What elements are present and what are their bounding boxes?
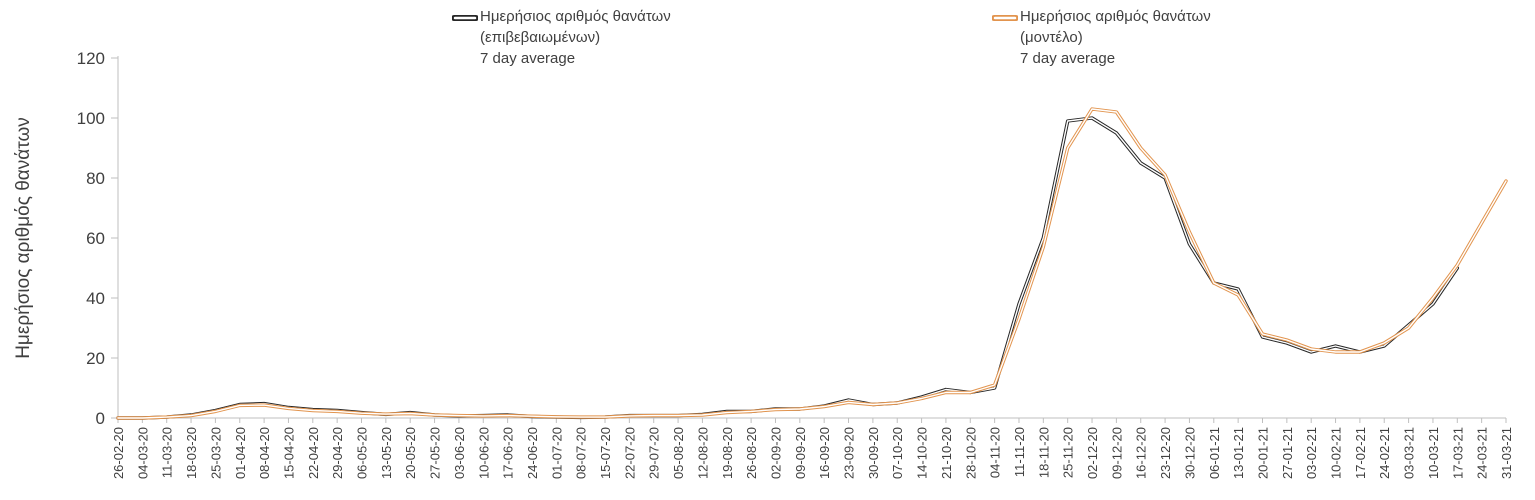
x-tick-label: 15-04-20: [281, 427, 296, 479]
x-tick-label: 09-09-20: [793, 427, 808, 479]
x-tick-label: 19-08-20: [720, 427, 735, 479]
x-tick-label: 25-11-20: [1061, 427, 1076, 478]
x-tick-label: 13-05-20: [379, 427, 394, 479]
legend-text-confirmed: Ημερήσιος αριθμός θανάτων (επιβεβαιωμένω…: [480, 6, 671, 69]
x-tick-label: 20-01-21: [1255, 427, 1270, 479]
y-tick-label: 0: [96, 409, 105, 428]
x-tick-label: 18-11-20: [1036, 427, 1051, 478]
y-axis-title: Ημερήσιος αριθμός θανάτων: [13, 117, 34, 359]
x-tick-label: 30-12-20: [1182, 427, 1197, 479]
x-tick-label: 23-12-20: [1158, 427, 1173, 479]
x-tick-label: 06-05-20: [355, 427, 370, 479]
x-tick-label: 17-06-20: [501, 427, 516, 479]
y-tick-label: 20: [86, 349, 105, 368]
y-tick-label: 120: [77, 49, 105, 68]
x-tick-label: 29-07-20: [647, 427, 662, 479]
legend-marker-model: [992, 15, 1018, 21]
x-tick-label: 10-06-20: [476, 427, 491, 479]
x-tick-label: 27-01-21: [1280, 427, 1295, 479]
x-tick-label: 07-10-20: [890, 427, 905, 479]
x-tick-label: 13-01-21: [1231, 427, 1246, 479]
legend-marker-confirmed: [452, 15, 478, 21]
x-tick-label: 14-10-20: [915, 427, 930, 479]
x-tick-label: 03-06-20: [452, 427, 467, 479]
x-tick-label: 16-09-20: [817, 427, 832, 479]
series-line-0-outline: [116, 116, 1459, 420]
x-tick-label: 31-03-21: [1499, 427, 1514, 479]
x-tick-label: 18-03-20: [184, 427, 199, 479]
x-tick-label: 04-03-20: [135, 427, 150, 479]
x-tick-label: 12-08-20: [695, 427, 710, 479]
x-tick-label: 30-09-20: [866, 427, 881, 479]
x-tick-label: 08-07-20: [574, 427, 589, 479]
x-tick-label: 11-11-20: [1012, 427, 1027, 477]
x-tick-label: 05-08-20: [671, 427, 686, 479]
x-tick-label: 11-03-20: [160, 427, 175, 478]
x-tick-label: 03-02-21: [1304, 427, 1319, 479]
legend-confirmed-line1: Ημερήσιος αριθμός θανάτων: [480, 8, 671, 25]
x-tick-label: 22-04-20: [306, 427, 321, 479]
x-tick-label: 01-04-20: [233, 427, 248, 479]
legend-model-line2: (μοντέλο): [1020, 29, 1083, 46]
legend-model-line3: 7 day average: [1020, 50, 1116, 67]
legend-confirmed-line3: 7 day average: [480, 50, 576, 67]
x-tick-label: 03-03-21: [1402, 427, 1417, 479]
x-tick-label: 10-02-21: [1329, 427, 1344, 479]
x-tick-label: 17-03-21: [1450, 427, 1465, 479]
legend-model-line1: Ημερήσιος αριθμός θανάτων: [1020, 8, 1211, 25]
x-tick-label: 24-06-20: [525, 427, 540, 479]
x-tick-label: 21-10-20: [939, 427, 954, 479]
x-tick-label: 27-05-20: [428, 427, 443, 479]
x-tick-label: 09-12-20: [1109, 427, 1124, 479]
x-tick-label: 10-03-21: [1426, 427, 1441, 479]
legend-text-model: Ημερήσιος αριθμός θανάτων (μοντέλο) 7 da…: [1020, 6, 1211, 69]
x-tick-label: 26-02-20: [111, 427, 126, 479]
x-tick-label: 16-12-20: [1134, 427, 1149, 479]
x-tick-label: 17-02-21: [1353, 427, 1368, 479]
x-tick-label: 28-10-20: [963, 427, 978, 479]
x-tick-label: 06-01-21: [1207, 427, 1222, 479]
y-tick-label: 40: [86, 289, 105, 308]
y-tick-label: 80: [86, 169, 105, 188]
x-tick-label: 02-09-20: [768, 427, 783, 479]
x-tick-label: 15-07-20: [598, 427, 613, 479]
x-tick-label: 26-08-20: [744, 427, 759, 479]
x-tick-label: 02-12-20: [1085, 427, 1100, 479]
y-tick-label: 100: [77, 109, 105, 128]
legend-confirmed-line2: (επιβεβαιωμένων): [480, 29, 601, 46]
legend-item-model: Ημερήσιος αριθμός θανάτων (μοντέλο) 7 da…: [992, 6, 1211, 69]
series-line-1-core: [117, 108, 1507, 419]
x-tick-label: 29-04-20: [330, 427, 345, 479]
series-line-0-core: [117, 117, 1458, 419]
x-tick-label: 25-03-20: [208, 427, 223, 479]
x-tick-label: 24-02-21: [1377, 427, 1392, 479]
x-tick-label: 22-07-20: [622, 427, 637, 479]
y-tick-label: 60: [86, 229, 105, 248]
x-tick-label: 24-03-21: [1475, 427, 1490, 479]
series-line-1-outline: [116, 107, 1508, 420]
x-tick-label: 20-05-20: [403, 427, 418, 479]
x-tick-label: 04-11-20: [988, 427, 1003, 478]
x-tick-label: 23-09-20: [842, 427, 857, 479]
x-tick-label: 01-07-20: [549, 427, 564, 479]
x-tick-label: 08-04-20: [257, 427, 272, 479]
legend-item-confirmed: Ημερήσιος αριθμός θανάτων (επιβεβαιωμένω…: [452, 6, 671, 69]
